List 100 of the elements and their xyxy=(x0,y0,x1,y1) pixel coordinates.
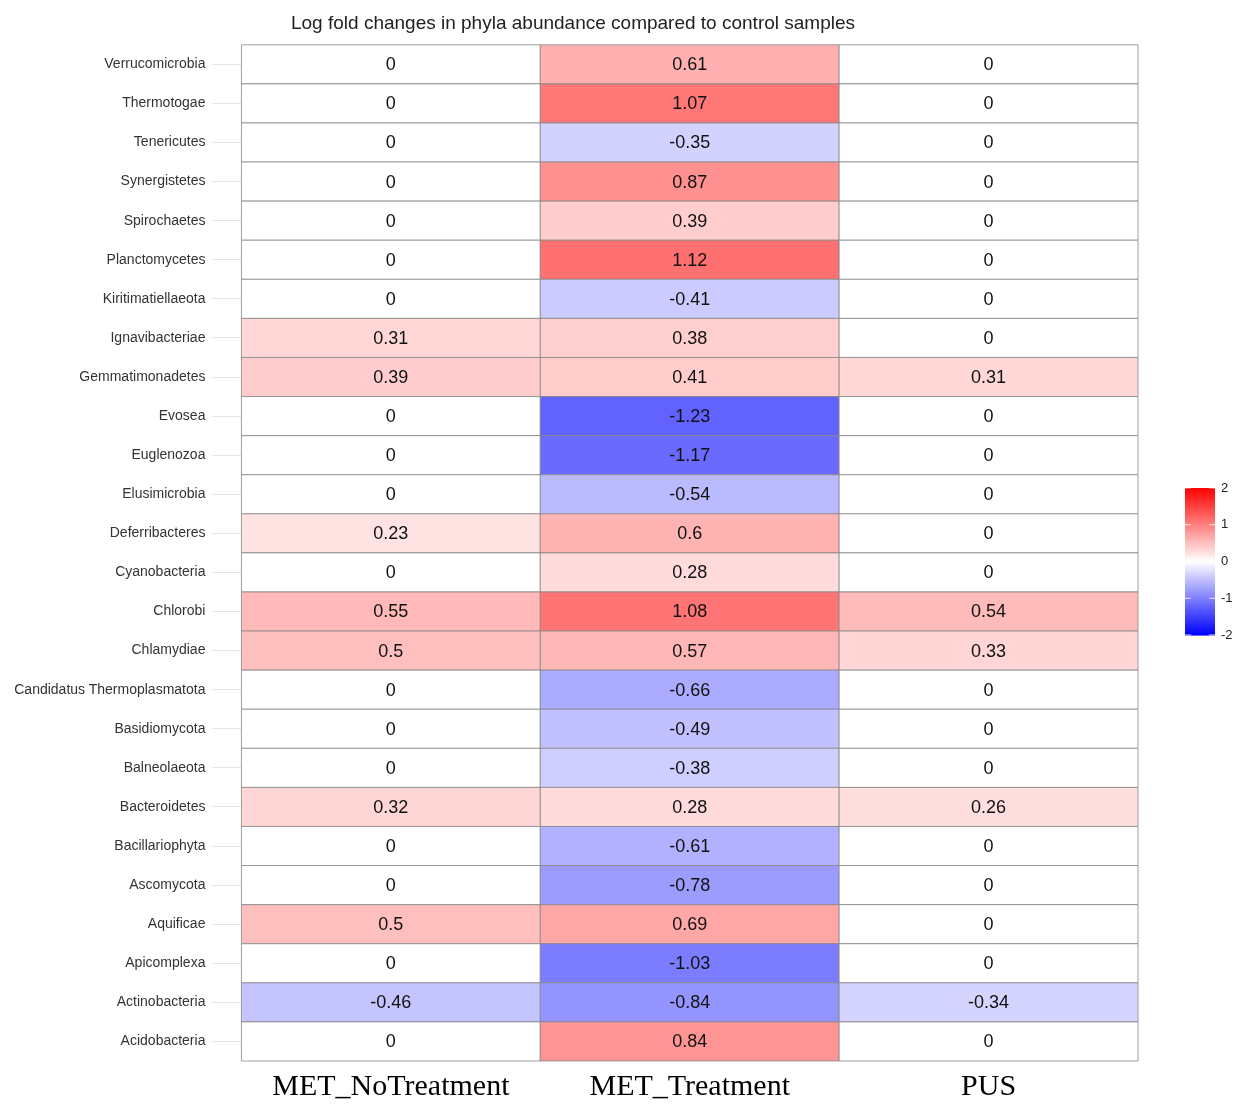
y-tick-label: Evosea xyxy=(158,406,206,423)
data-label: 0.31 xyxy=(971,366,1007,387)
data-label: -0.35 xyxy=(669,132,711,153)
data-label: 0.87 xyxy=(672,171,708,192)
data-label: -1.23 xyxy=(669,406,711,427)
color-bar-label: 0 xyxy=(1221,553,1229,569)
y-tick-label: Ignavibacteriae xyxy=(110,328,206,345)
data-label: 0 xyxy=(983,171,994,192)
data-label: 0 xyxy=(983,679,994,700)
data-label: 0 xyxy=(385,679,396,700)
data-label: -0.54 xyxy=(669,484,711,505)
data-label: 0 xyxy=(385,836,396,856)
y-tick-label: Bacteroidetes xyxy=(119,797,206,814)
data-label: -0.34 xyxy=(968,992,1010,1013)
data-label: 0 xyxy=(983,836,994,856)
y-tick-label: Spirochaetes xyxy=(123,211,206,228)
x-tick-label: MET_NoTreatment xyxy=(272,1067,511,1101)
data-label: 0.33 xyxy=(971,640,1007,661)
y-tick-label: Cyanobacteria xyxy=(115,563,206,580)
y-tick-label: Apicomplexa xyxy=(125,954,206,971)
data-label: 0 xyxy=(983,484,994,505)
y-tick-label: Chlorobi xyxy=(153,602,206,619)
data-label: 0.5 xyxy=(378,914,404,935)
data-label: 0.32 xyxy=(373,796,409,817)
data-label: -0.41 xyxy=(669,288,711,309)
y-tick-label: Candidatus Thermoplasmatota xyxy=(14,680,206,697)
data-label: 0 xyxy=(983,54,994,75)
data-label: 0 xyxy=(983,288,994,309)
data-label: 0.5 xyxy=(378,640,404,661)
data-label: 0.28 xyxy=(672,796,708,817)
chart-title: Log fold changes in phyla abundance compared to control samples xyxy=(290,11,856,33)
data-label: -0.46 xyxy=(370,992,412,1013)
data-label: 0 xyxy=(385,288,396,309)
data-label: -0.61 xyxy=(669,836,711,856)
data-label: 0 xyxy=(385,54,396,75)
color-bar-label: -2 xyxy=(1221,626,1233,642)
data-label: -0.49 xyxy=(669,718,711,739)
data-label: 0 xyxy=(385,132,396,153)
data-label: 0 xyxy=(385,445,396,466)
y-tick-label: Acidobacteria xyxy=(120,1032,206,1049)
data-label: 0 xyxy=(385,406,396,427)
data-label: 0 xyxy=(385,1031,396,1052)
color-bar-label: -1 xyxy=(1221,589,1233,605)
data-label: 0 xyxy=(385,875,396,896)
data-label: 0.39 xyxy=(373,366,409,387)
data-label: 0 xyxy=(983,132,994,153)
data-label: 0.41 xyxy=(672,366,708,387)
y-tick-label: Elusimicrobia xyxy=(122,485,206,502)
data-label: 0 xyxy=(385,757,396,778)
data-label: -0.38 xyxy=(669,757,711,778)
data-label: 0 xyxy=(983,914,994,935)
data-label: -0.78 xyxy=(669,875,711,896)
data-label: 0.69 xyxy=(672,914,708,935)
data-label: 0 xyxy=(983,210,994,231)
y-tick-label: Bacillariophyta xyxy=(114,836,206,853)
y-tick-label: Basidiomycota xyxy=(114,719,206,736)
y-tick-label: Euglenozoa xyxy=(131,446,206,463)
data-label: 0 xyxy=(385,562,396,583)
data-label: 0.57 xyxy=(672,640,708,661)
data-label: 0.61 xyxy=(672,54,708,75)
y-tick-label: Chlamydiae xyxy=(131,641,206,658)
data-label: 0.31 xyxy=(373,327,409,348)
y-tick-label: Deferribacteres xyxy=(109,524,206,541)
data-label: 0.23 xyxy=(373,523,409,544)
data-label: 0 xyxy=(385,93,396,114)
data-label: 0 xyxy=(983,718,994,739)
data-label: 0.6 xyxy=(677,523,703,544)
x-tick-label: MET_Treatment xyxy=(589,1067,791,1101)
x-tick-label: PUS xyxy=(961,1067,1017,1101)
data-label: -1.17 xyxy=(669,445,711,466)
data-label: 0 xyxy=(983,757,994,778)
data-label: 0.28 xyxy=(672,562,708,583)
data-label: 0 xyxy=(385,210,396,231)
y-tick-label: Gemmatimonadetes xyxy=(79,367,206,384)
y-tick-label: Tenericutes xyxy=(133,133,206,150)
data-label: 0 xyxy=(983,406,994,427)
y-tick-label: Planctomycetes xyxy=(106,250,206,267)
color-bar-label: 2 xyxy=(1221,479,1229,495)
data-label: 0 xyxy=(983,562,994,583)
y-tick-label: Synergistetes xyxy=(120,172,206,189)
y-tick-label: Kiritimatiellaeota xyxy=(102,289,206,306)
y-tick-label: Balneolaeota xyxy=(123,758,206,775)
data-label: -0.84 xyxy=(669,992,711,1013)
data-label: 0.84 xyxy=(672,1031,708,1052)
data-label: 0 xyxy=(983,1031,994,1052)
y-tick-label: Thermotogae xyxy=(122,94,206,111)
data-label: 1.07 xyxy=(672,93,708,114)
data-label: 0 xyxy=(385,953,396,974)
data-label: 0 xyxy=(983,523,994,544)
data-label: 0 xyxy=(983,327,994,348)
data-label: 0.54 xyxy=(971,601,1007,622)
data-label: 0 xyxy=(983,445,994,466)
y-tick-label: Actinobacteria xyxy=(116,993,206,1010)
data-label: 0.26 xyxy=(971,796,1007,817)
data-label: -0.66 xyxy=(669,679,711,700)
data-label: 1.12 xyxy=(672,249,708,270)
data-label: 0 xyxy=(385,484,396,505)
data-label: 0 xyxy=(983,93,994,114)
data-label: 0 xyxy=(385,171,396,192)
data-label: 0.38 xyxy=(672,327,708,348)
